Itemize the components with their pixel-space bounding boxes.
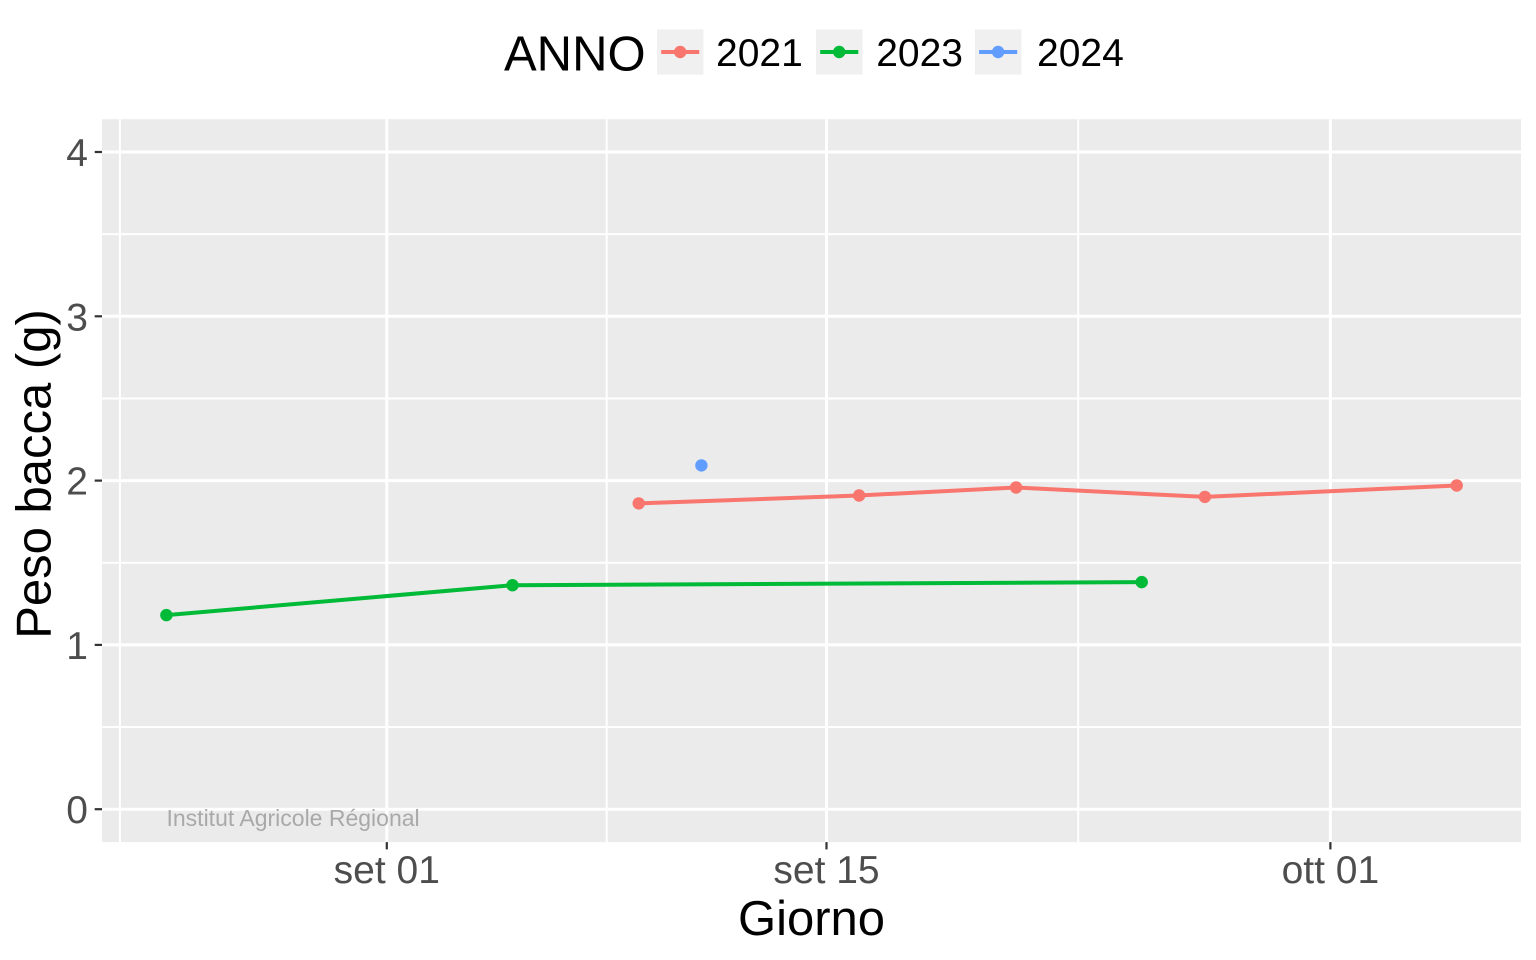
svg-text:set 15: set 15 bbox=[773, 849, 879, 892]
svg-text:2021: 2021 bbox=[716, 32, 803, 75]
svg-text:2: 2 bbox=[66, 461, 88, 504]
svg-text:Peso bacca (g): Peso bacca (g) bbox=[7, 309, 61, 639]
svg-text:ott 01: ott 01 bbox=[1282, 849, 1380, 892]
svg-text:Giorno: Giorno bbox=[738, 892, 885, 946]
svg-text:ANNO: ANNO bbox=[504, 28, 646, 82]
svg-text:set 01: set 01 bbox=[334, 849, 440, 892]
svg-text:2024: 2024 bbox=[1037, 32, 1124, 75]
svg-text:4: 4 bbox=[66, 132, 88, 175]
svg-text:2023: 2023 bbox=[876, 32, 963, 75]
svg-text:Institut Agricole Régional: Institut Agricole Régional bbox=[167, 805, 420, 831]
svg-text:1: 1 bbox=[66, 625, 88, 668]
svg-text:3: 3 bbox=[66, 296, 88, 339]
svg-text:0: 0 bbox=[66, 789, 88, 832]
